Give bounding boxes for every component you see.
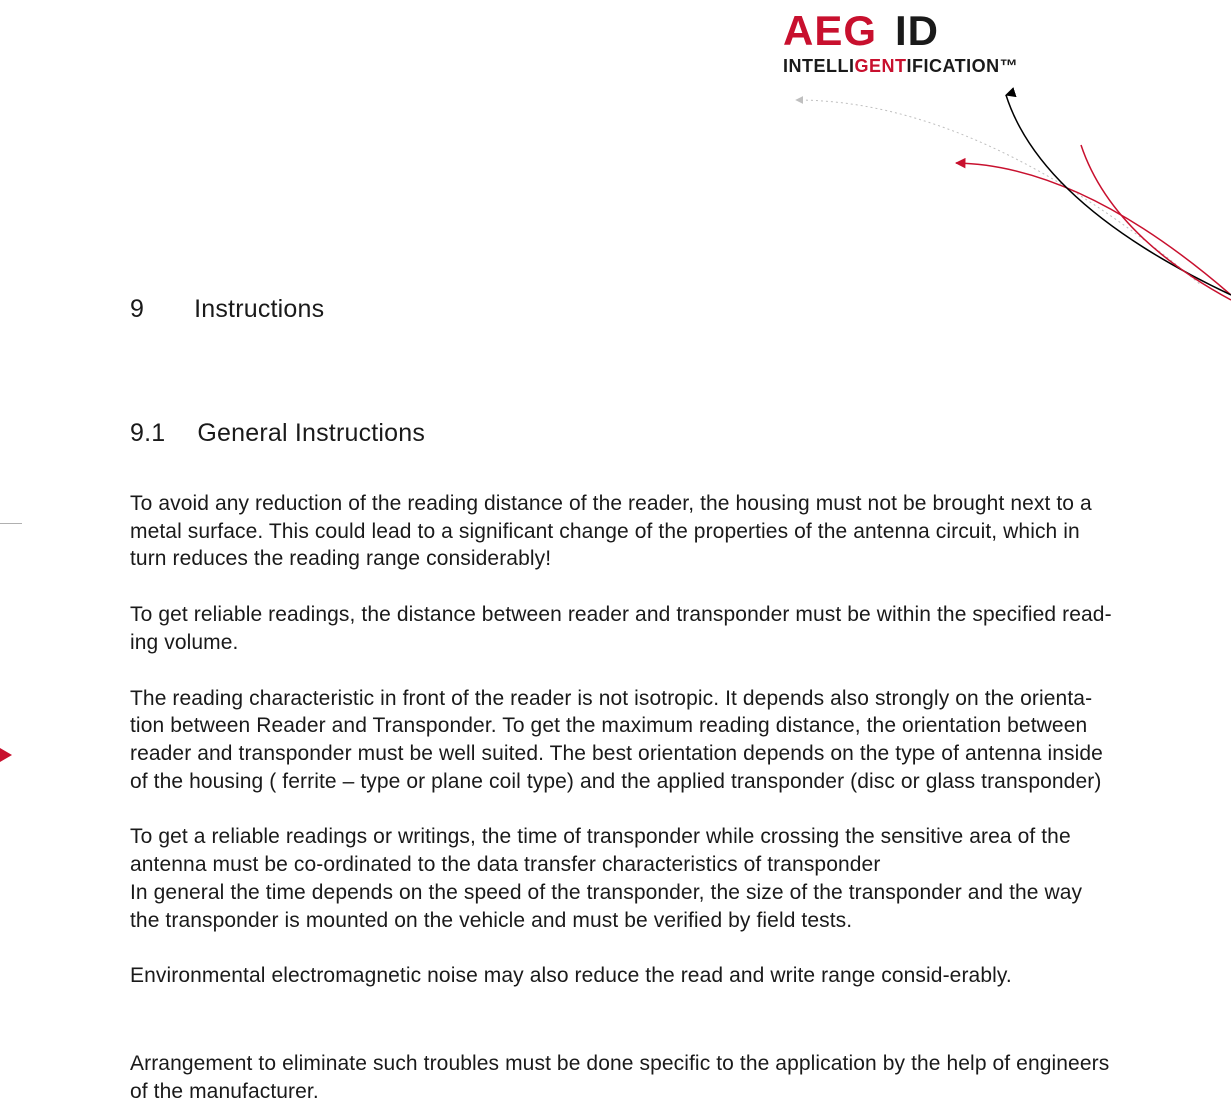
brand-logo: AEG ID INTELLIGENTIFICATION™ [783,10,1023,77]
document-page: AEG ID INTELLIGENTIFICATION™ [0,0,1231,1115]
paragraph: To get a reliable readings or writings, … [130,823,1115,934]
paragraph: Arrangement to eliminate such troubles m… [130,1050,1115,1105]
heading-text: Instructions [194,295,324,324]
paragraph: To avoid any reduction of the reading di… [130,490,1115,573]
subheading-text: General Instructions [197,419,425,448]
logo-top-row: AEG ID [783,10,1023,52]
logo-tagline: INTELLIGENTIFICATION™ [783,56,1023,77]
tagline-part-3: IFICATION™ [907,56,1019,76]
subheading-number: 9.1 [130,419,165,448]
paragraph: The reading characteristic in front of t… [130,685,1115,796]
heading-level-2: 9.1 General Instructions [130,419,1115,448]
logo-aeg: AEG [783,10,877,52]
margin-rule [0,523,22,524]
margin-arrow-icon [0,748,14,762]
tagline-part-2: GENT [855,56,907,76]
tagline-part-1: INTELLI [783,56,855,76]
paragraph: To get reliable readings, the distance b… [130,601,1115,656]
heading-number: 9 [130,295,144,324]
document-content: 9 Instructions 9.1 General Instructions … [130,295,1115,1115]
paragraph: Environmental electromagnetic noise may … [130,962,1115,990]
logo-id: ID [895,10,939,52]
decorative-curves-icon [781,85,1231,305]
heading-level-1: 9 Instructions [130,295,1115,324]
